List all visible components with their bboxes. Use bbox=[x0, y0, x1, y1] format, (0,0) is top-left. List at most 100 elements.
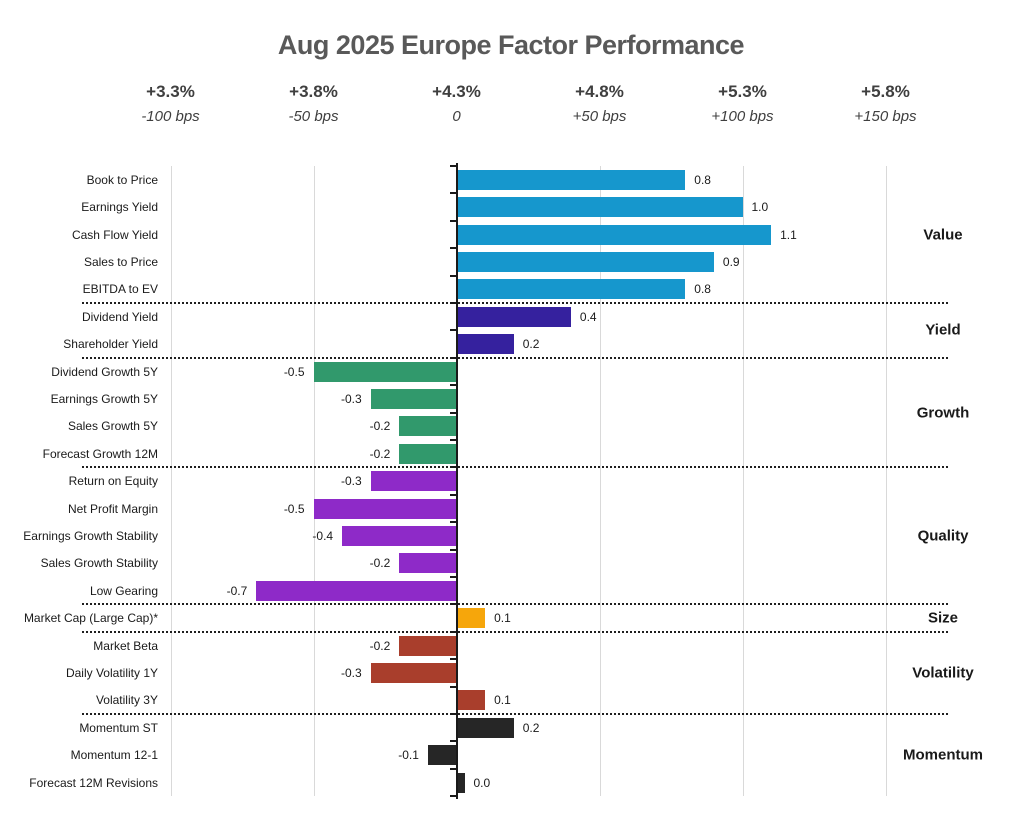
zero-axis-row-tick bbox=[449, 247, 456, 250]
row-label-sales-growth-5y: Sales Growth 5Y bbox=[67, 419, 158, 434]
bar-value-daily-volatility-1y: -0.3 bbox=[341, 665, 362, 680]
axis-tick-pct: +5.8% bbox=[861, 82, 910, 101]
row-label-ebitda-to-ev: EBITDA to EV bbox=[82, 282, 158, 297]
bar-shareholder-yield bbox=[456, 334, 514, 355]
bar-volatility-3y bbox=[456, 690, 486, 711]
axis-tick-label-4: +5.3% +100 bps bbox=[678, 82, 808, 126]
axis-tick-pct: +4.8% bbox=[575, 82, 624, 101]
category-label-momentum: Momentum bbox=[903, 746, 983, 764]
zero-axis-row-tick bbox=[449, 466, 456, 469]
bar-low-gearing bbox=[256, 580, 457, 601]
zero-axis-row-tick bbox=[449, 302, 456, 304]
row-label-book-to-price: Book to Price bbox=[86, 172, 158, 187]
bar-value-earnings-growth-stability: -0.4 bbox=[312, 528, 334, 543]
category-separator bbox=[82, 302, 948, 304]
row-label-forecast-growth-12m: Forecast Growth 12M bbox=[42, 446, 158, 461]
category-separator bbox=[82, 630, 948, 633]
zero-axis-row-tick bbox=[449, 548, 456, 551]
bar-value-net-profit-margin: -0.5 bbox=[283, 501, 305, 516]
bar-book-to-price bbox=[456, 169, 686, 190]
row-label-momentum-12-1: Momentum 12-1 bbox=[70, 748, 158, 763]
bar-ebitda-to-ev bbox=[456, 279, 686, 300]
axis-tick-pct: +4.3% bbox=[432, 82, 481, 101]
row-label-cash-flow-yield: Cash Flow Yield bbox=[71, 227, 158, 242]
bar-dividend-yield bbox=[456, 306, 571, 327]
gridline-3.8 bbox=[313, 166, 315, 797]
row-label-momentum-st: Momentum ST bbox=[79, 720, 158, 735]
row-label-earnings-growth-stability: Earnings Growth Stability bbox=[23, 528, 158, 543]
category-separator bbox=[82, 466, 948, 469]
bar-value-low-gearing: -0.7 bbox=[226, 583, 248, 598]
bar-return-on-equity bbox=[370, 471, 457, 492]
zero-axis-row-tick bbox=[449, 630, 456, 633]
row-label-earnings-yield: Earnings Yield bbox=[81, 200, 158, 215]
bar-value-return-on-equity: -0.3 bbox=[341, 474, 362, 489]
row-label-sales-to-price: Sales to Price bbox=[83, 254, 158, 269]
bar-daily-volatility-1y bbox=[370, 662, 457, 683]
zero-axis-row-tick bbox=[449, 165, 456, 167]
gridline-4.8 bbox=[599, 166, 601, 797]
bar-earnings-yield bbox=[456, 197, 743, 218]
zero-axis-row-tick bbox=[449, 576, 456, 578]
zero-axis-row-tick bbox=[449, 493, 456, 496]
bar-value-sales-to-price: 0.9 bbox=[722, 254, 740, 269]
row-label-earnings-growth-5y: Earnings Growth 5Y bbox=[50, 391, 158, 406]
axis-tick-bps: +100 bps bbox=[711, 108, 774, 125]
bar-value-sales-growth-stability: -0.2 bbox=[369, 556, 391, 571]
row-label-dividend-growth-5y: Dividend Growth 5Y bbox=[51, 364, 158, 379]
row-label-return-on-equity: Return on Equity bbox=[68, 474, 158, 489]
zero-axis-row-tick bbox=[449, 192, 456, 195]
category-separator bbox=[82, 713, 948, 715]
bar-dividend-growth-5y bbox=[313, 361, 457, 382]
axis-tick-bps: +150 bps bbox=[854, 108, 917, 125]
bar-value-shareholder-yield: 0.2 bbox=[522, 337, 540, 352]
bar-value-momentum-st: 0.2 bbox=[522, 720, 540, 735]
bar-earnings-growth-stability bbox=[342, 525, 457, 546]
bar-value-market-cap-large-cap: 0.1 bbox=[494, 611, 511, 626]
category-label-yield: Yield bbox=[925, 321, 961, 339]
axis-tick-label-5: +5.8% +150 bps bbox=[821, 82, 951, 126]
category-label-value: Value bbox=[923, 226, 963, 243]
bar-value-forecast-12m-revisions: 0.0 bbox=[473, 775, 491, 790]
zero-axis-row-tick bbox=[449, 274, 456, 277]
bar-market-cap-large-cap bbox=[456, 608, 486, 629]
zero-axis-row-tick bbox=[449, 219, 456, 222]
category-label-size: Size bbox=[927, 609, 958, 627]
axis-tick-label-3: +4.8% +50 bps bbox=[535, 82, 665, 126]
gridline-3.3 bbox=[170, 166, 172, 797]
bar-value-sales-growth-5y: -0.2 bbox=[369, 419, 391, 434]
bar-value-momentum-12-1: -0.1 bbox=[398, 748, 419, 763]
row-label-market-beta: Market Beta bbox=[93, 638, 158, 653]
row-label-daily-volatility-1y: Daily Volatility 1Y bbox=[65, 665, 158, 680]
bar-cash-flow-yield bbox=[456, 224, 772, 245]
bar-sales-to-price bbox=[456, 251, 714, 272]
gridline-5.8 bbox=[885, 166, 887, 797]
axis-tick-bps: 0 bbox=[452, 108, 461, 125]
zero-axis-row-tick bbox=[449, 658, 456, 661]
bar-value-forecast-growth-12m: -0.2 bbox=[369, 446, 391, 461]
chart-title: Aug 2025 Europe Factor Performance bbox=[277, 30, 745, 60]
axis-tick-pct: +3.3% bbox=[146, 82, 195, 101]
axis-tick-pct: +5.3% bbox=[718, 82, 767, 101]
axis-tick-pct: +3.8% bbox=[289, 82, 338, 101]
bar-value-dividend-growth-5y: -0.5 bbox=[283, 364, 305, 379]
row-label-low-gearing: Low Gearing bbox=[89, 583, 158, 598]
bar-value-cash-flow-yield: 1.1 bbox=[780, 227, 797, 242]
bar-sales-growth-stability bbox=[399, 553, 457, 574]
zero-axis-row-tick bbox=[449, 795, 456, 798]
bar-value-market-beta: -0.2 bbox=[369, 638, 391, 653]
bar-value-earnings-yield: 1.0 bbox=[751, 200, 769, 215]
row-label-forecast-12m-revisions: Forecast 12M Revisions bbox=[29, 775, 158, 790]
zero-axis-row-tick bbox=[449, 439, 456, 441]
zero-axis-row-tick bbox=[449, 740, 456, 743]
row-label-sales-growth-stability: Sales Growth Stability bbox=[40, 556, 158, 571]
row-label-shareholder-yield: Shareholder Yield bbox=[63, 337, 158, 352]
zero-axis-row-tick bbox=[449, 411, 456, 414]
zero-axis-row-tick bbox=[449, 384, 456, 387]
row-label-volatility-3y: Volatility 3Y bbox=[95, 693, 158, 708]
bar-momentum-st bbox=[456, 717, 514, 738]
category-label-volatility: Volatility bbox=[912, 664, 974, 682]
bar-forecast-12m-revisions bbox=[456, 772, 465, 793]
axis-tick-bps: -100 bps bbox=[141, 108, 200, 125]
